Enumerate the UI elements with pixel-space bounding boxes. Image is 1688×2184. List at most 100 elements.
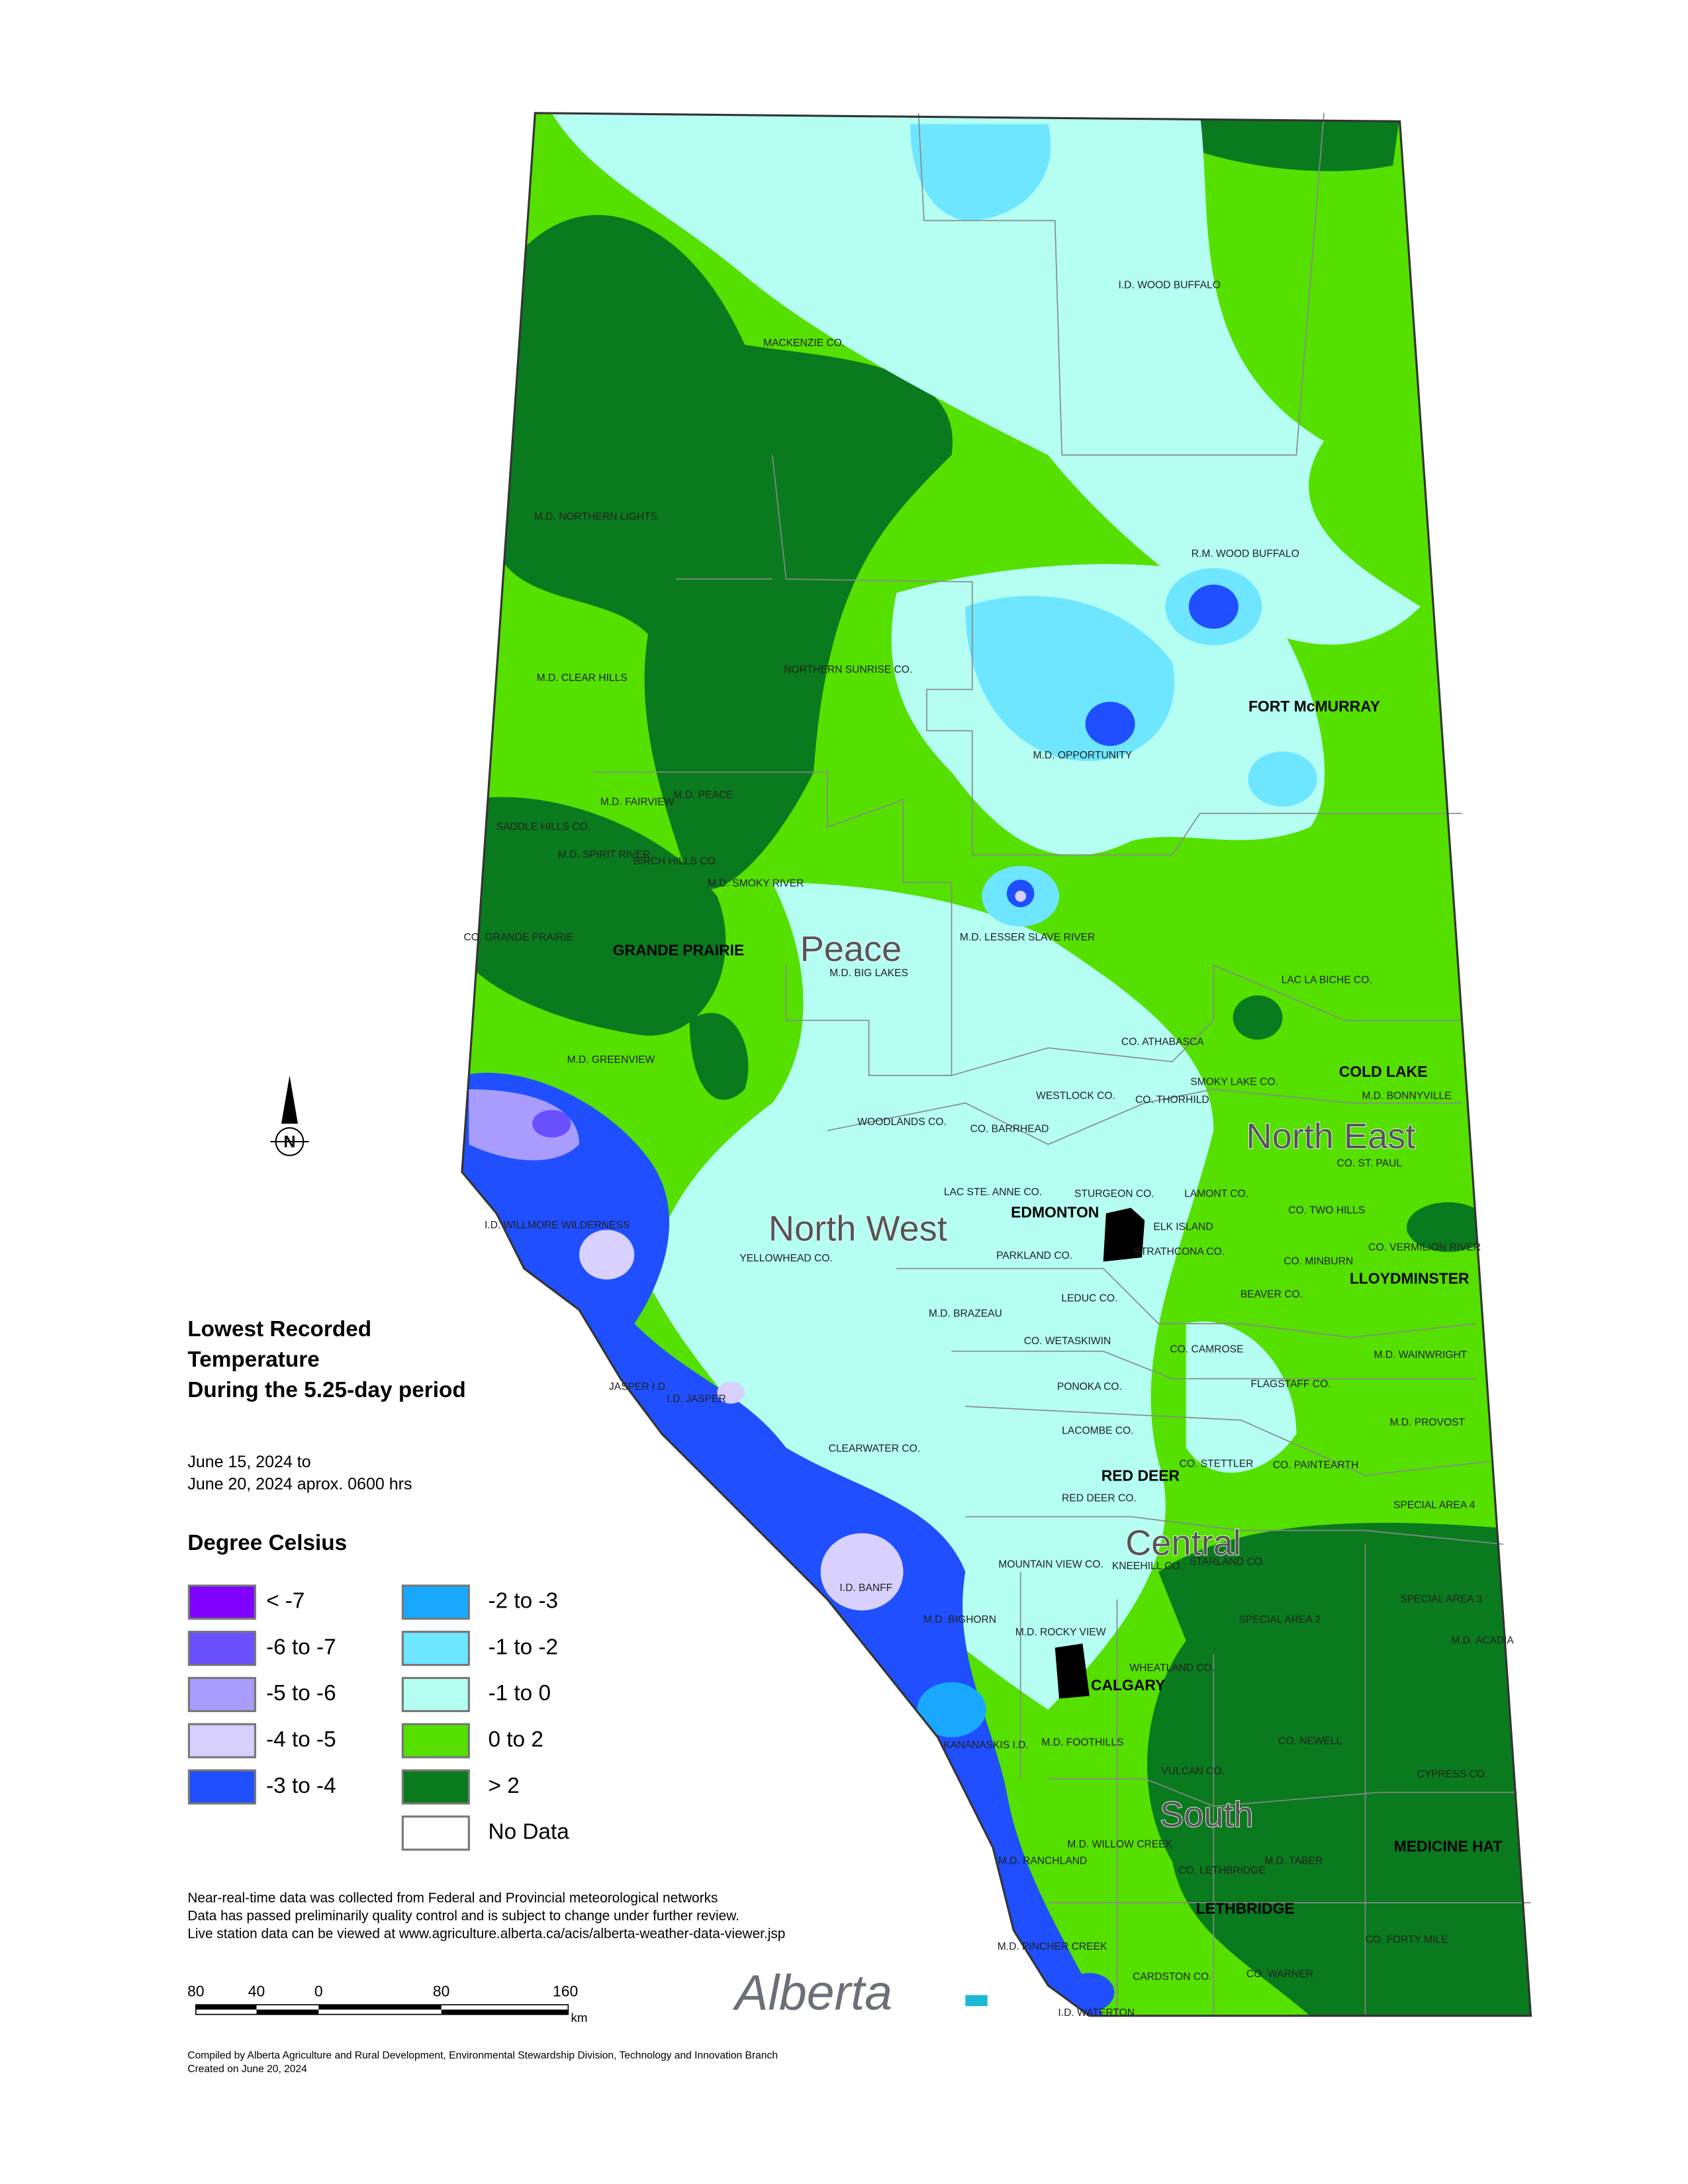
legend-swatch — [401, 1631, 470, 1666]
municipality-label: LAMONT CO. — [1184, 1188, 1248, 1199]
scale-unit: km — [571, 2011, 588, 2025]
temperature-surface — [461, 113, 1531, 2016]
legend-swatch — [401, 1584, 470, 1620]
municipality-label: M.D. FAIRVIEW — [600, 797, 675, 808]
municipality-label: CO. NEWELL — [1278, 1735, 1342, 1747]
municipality-label: BIRCH HILLS CO. — [633, 856, 718, 867]
scale-label: 0 — [314, 1982, 323, 1999]
municipality-label: YELLOWHEAD CO. — [739, 1253, 833, 1264]
municipality-label: CO. LETHBRIDGE — [1178, 1865, 1266, 1876]
logo: Alberta — [732, 1964, 892, 2020]
municipality-label: M.D. TABER — [1264, 1856, 1323, 1867]
municipality-label: CO. MINBURN — [1284, 1255, 1353, 1267]
municipality-label: I.D. WOOD BUFFALO — [1118, 279, 1220, 291]
municipality-label: CO. CAMROSE — [1170, 1344, 1243, 1355]
credit: Compiled by Alberta Agriculture and Rura… — [187, 2050, 778, 2061]
legend-swatch — [401, 1815, 470, 1851]
municipality-label: RED DEER CO. — [1062, 1493, 1137, 1504]
legend-label: -6 to -7 — [266, 1635, 336, 1659]
municipality-label: M.D. BIGHORN — [923, 1614, 996, 1625]
municipality-label: SPECIAL AREA 4 — [1393, 1500, 1476, 1511]
municipality-label: KANANASKIS I.D. — [943, 1740, 1028, 1751]
municipality-label: PONOKA CO. — [1057, 1381, 1122, 1392]
scale-label: 40 — [248, 1982, 265, 1999]
municipality-label: M.D. WAINWRIGHT — [1374, 1349, 1467, 1361]
city-label: CALGARY — [1091, 1676, 1165, 1694]
municipality-label: CO. FORTY MILE — [1365, 1934, 1448, 1945]
city-label: LLOYDMINSTER — [1350, 1269, 1470, 1287]
legend-swatch — [187, 1769, 256, 1805]
legend-swatch — [187, 1676, 256, 1712]
legend-swatch — [187, 1631, 256, 1666]
note: Data has passed preliminarily quality co… — [187, 1908, 739, 1923]
north-arrow: N — [270, 1075, 309, 1156]
municipality-label: CO. VERMILION RIVER — [1368, 1242, 1481, 1253]
municipality-label: LAC STE. ANNE CO. — [944, 1187, 1042, 1198]
legend-heading: Degree Celsius — [187, 1531, 347, 1555]
municipality-label: M.D. BONNYVILLE — [1362, 1090, 1451, 1101]
city-label: RED DEER — [1102, 1467, 1180, 1484]
municipality-label: LACOMBE CO. — [1062, 1426, 1133, 1437]
municipality-label: CO. ATHABASCA — [1121, 1036, 1204, 1048]
municipality-label: CLEARWATER CO. — [829, 1443, 920, 1455]
municipality-label: SPECIAL AREA 3 — [1400, 1594, 1482, 1605]
municipality-label: VULCAN CO. — [1161, 1766, 1224, 1777]
municipality-label: PARKLAND CO. — [996, 1250, 1072, 1261]
municipality-label: SMOKY LAKE CO. — [1190, 1077, 1278, 1088]
period: June 20, 2024 aprox. 0600 hrs — [187, 1475, 412, 1493]
municipality-label: ELK ISLAND — [1153, 1221, 1213, 1232]
municipality-label: MACKENZIE CO. — [763, 338, 845, 349]
legend-title: Temperature — [187, 1347, 319, 1372]
municipality-label: I.D. BANFF — [839, 1582, 892, 1594]
legend-swatch — [401, 1676, 470, 1712]
region-label: Peace — [800, 929, 902, 969]
legend-title: During the 5.25-day period — [187, 1378, 465, 1402]
municipality-label: CO. STETTLER — [1180, 1459, 1254, 1470]
boundaries — [592, 113, 1531, 2016]
municipality-label: JASPER I.D. — [609, 1381, 668, 1392]
municipality-label: CO. PAINTEARTH — [1273, 1460, 1359, 1471]
legend-label: -2 to -3 — [489, 1589, 559, 1614]
scale-bar — [195, 2004, 569, 2015]
municipality-label: M.D. SMOKY RIVER — [708, 878, 804, 889]
legend-label: -5 to -6 — [266, 1681, 336, 1706]
municipality-label: WHEATLAND CO. — [1129, 1662, 1215, 1674]
municipality-label: NORTHERN SUNRISE CO. — [784, 664, 912, 676]
municipality-label: M.D. CLEAR HILLS — [537, 672, 628, 684]
svg-text:N: N — [283, 1133, 295, 1152]
legend-label: -4 to -5 — [266, 1727, 336, 1752]
municipality-label: KNEEHILL CO. — [1112, 1561, 1183, 1572]
municipality-label: M.D. NORTHERN LIGHTS — [534, 511, 657, 522]
legend-swatch — [401, 1769, 470, 1805]
legend-label: 0 to 2 — [489, 1727, 543, 1752]
municipality-label: LEDUC CO. — [1061, 1293, 1117, 1304]
municipality-label: CO. GRANDE PRAIRIE — [463, 932, 573, 943]
legend-label: No Data — [489, 1820, 570, 1844]
edmonton-area — [1103, 1208, 1145, 1262]
municipality-label: WESTLOCK CO. — [1036, 1090, 1115, 1101]
city-label: LETHBRIDGE — [1196, 1899, 1295, 1917]
legend-swatch — [187, 1723, 256, 1758]
municipality-label: M.D. PINCHER CREEK — [998, 1941, 1107, 1952]
city-label: EDMONTON — [1011, 1203, 1099, 1220]
municipality-label: M.D. ACADIA — [1451, 1635, 1514, 1646]
municipality-label: M.D. WILLOW CREEK — [1067, 1839, 1172, 1850]
municipality-label: CARDSTON CO. — [1133, 1972, 1211, 1983]
municipality-label: STURGEON CO. — [1074, 1188, 1154, 1199]
scale-label: 80 — [433, 1982, 449, 1999]
municipality-label: FLAGSTAFF CO. — [1250, 1379, 1331, 1390]
legend-title: Lowest Recorded — [187, 1317, 371, 1342]
municipality-label: CO. ST. PAUL — [1336, 1158, 1402, 1169]
municipality-label: WOODLANDS CO. — [857, 1116, 946, 1128]
municipality-label: M.D. LESSER SLAVE RIVER — [960, 932, 1095, 943]
municipality-label: CO. TWO HILLS — [1288, 1205, 1365, 1216]
municipality-label: M.D. PROVOST — [1389, 1417, 1465, 1428]
note: Live station data can be viewed at www.a… — [187, 1926, 785, 1941]
city-label: FORT McMURRAY — [1248, 698, 1380, 715]
municipality-label: M.D. FOOTHILLS — [1041, 1737, 1123, 1748]
municipality-label: BEAVER CO. — [1241, 1289, 1303, 1300]
municipality-label: STRATHCONA CO. — [1133, 1246, 1225, 1257]
municipality-label: CO. WETASKIWIN — [1024, 1336, 1111, 1347]
region-label: North West — [769, 1209, 947, 1249]
region-label: North East — [1246, 1116, 1415, 1156]
